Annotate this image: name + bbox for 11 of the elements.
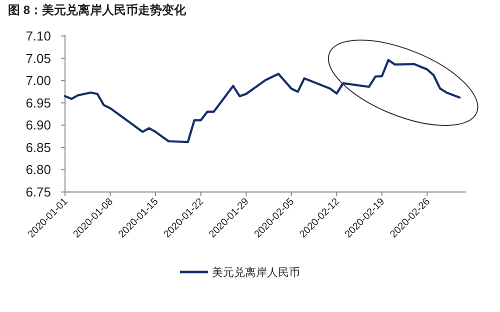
y-tick-label: 7.05 <box>26 50 51 66</box>
y-tick-label: 6.90 <box>26 118 51 133</box>
y-tick-label: 6.95 <box>26 95 51 110</box>
y-tick-label: 6.80 <box>26 162 51 178</box>
legend-label: 美元兑离岸人民币 <box>212 266 300 279</box>
chart-title: 图 8：美元兑离岸人民币走势变化 <box>8 3 188 17</box>
y-tick-label: 6.75 <box>26 184 51 200</box>
line-series <box>64 58 461 144</box>
y-tick-label: 6.85 <box>26 140 51 155</box>
y-tick-label: 7.00 <box>26 73 51 88</box>
y-tick-label: 7.10 <box>26 28 51 44</box>
